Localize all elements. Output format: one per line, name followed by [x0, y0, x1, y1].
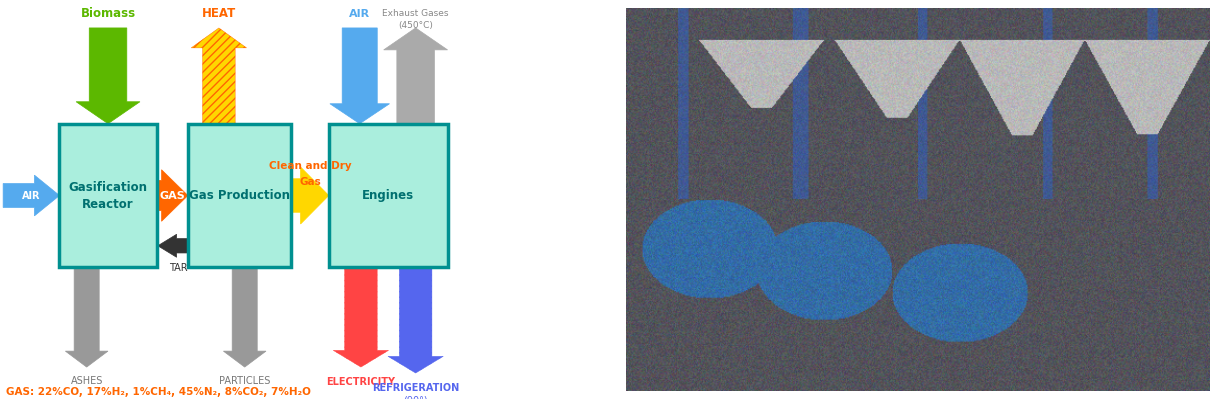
- Polygon shape: [291, 167, 328, 224]
- Polygon shape: [333, 267, 389, 367]
- Polygon shape: [330, 28, 389, 124]
- Text: GAS: 22%CO, 17%H₂, 1%CH₄, 45%N₂, 8%CO₂, 7%H₂O: GAS: 22%CO, 17%H₂, 1%CH₄, 45%N₂, 8%CO₂, …: [6, 387, 311, 397]
- Text: (90°): (90°): [404, 396, 428, 399]
- Text: GAS: GAS: [159, 190, 185, 201]
- Polygon shape: [4, 175, 60, 216]
- Text: Gas: Gas: [299, 176, 321, 187]
- Text: REFRIGERATION: REFRIGERATION: [372, 383, 460, 393]
- Text: AIR: AIR: [22, 190, 40, 201]
- Text: Gas Production: Gas Production: [188, 189, 291, 202]
- Text: ELECTRICITY: ELECTRICITY: [326, 377, 395, 387]
- Text: Engines: Engines: [362, 189, 415, 202]
- FancyBboxPatch shape: [60, 124, 157, 267]
- Text: Biomass: Biomass: [80, 8, 136, 20]
- FancyBboxPatch shape: [328, 124, 447, 267]
- Polygon shape: [157, 170, 187, 221]
- Text: PARTICLES: PARTICLES: [219, 376, 270, 386]
- Text: HEAT: HEAT: [202, 8, 236, 20]
- Polygon shape: [66, 267, 108, 367]
- Text: Gasification
Reactor: Gasification Reactor: [68, 180, 147, 211]
- Polygon shape: [158, 234, 191, 257]
- Text: (450°C): (450°C): [398, 22, 433, 30]
- Text: ASHES: ASHES: [71, 376, 103, 386]
- Text: Exhaust Gases: Exhaust Gases: [382, 10, 449, 18]
- Polygon shape: [224, 267, 266, 367]
- Polygon shape: [77, 28, 140, 124]
- Polygon shape: [191, 28, 247, 124]
- Text: AIR: AIR: [349, 9, 371, 19]
- Polygon shape: [388, 267, 444, 373]
- Polygon shape: [384, 28, 447, 124]
- Text: Clean and Dry: Clean and Dry: [269, 160, 351, 171]
- Text: TAR: TAR: [169, 263, 187, 273]
- FancyBboxPatch shape: [187, 124, 291, 267]
